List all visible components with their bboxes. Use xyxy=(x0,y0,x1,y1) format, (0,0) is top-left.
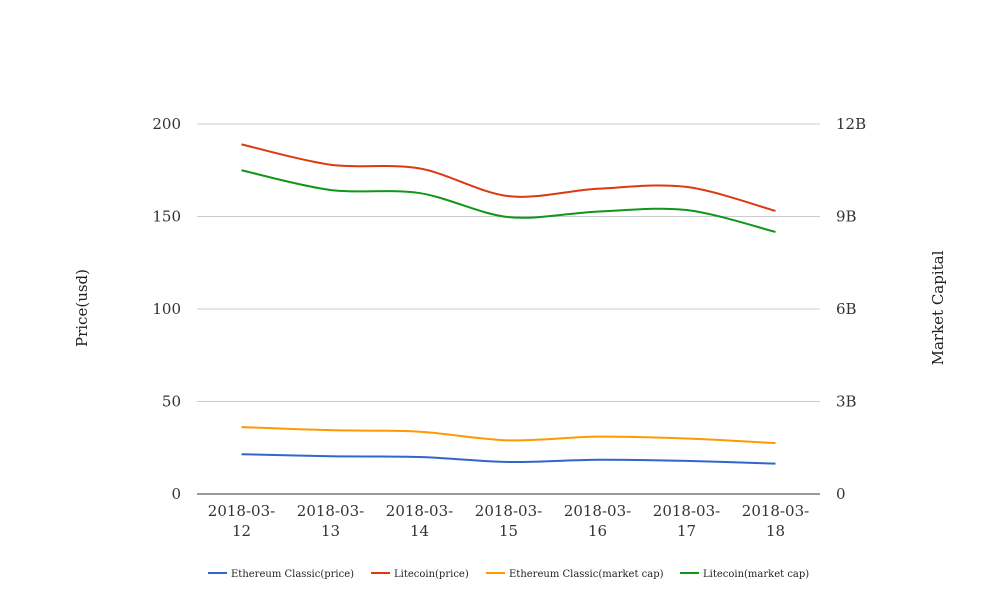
legend-label: Litecoin(market cap) xyxy=(703,569,809,580)
left-y-tick-label: 200 xyxy=(152,115,181,133)
right-y-tick-label: 0 xyxy=(836,485,846,503)
x-tick-label-line: 17 xyxy=(677,522,696,540)
x-tick-label-line: 14 xyxy=(410,522,429,540)
left-y-axis-ticks: 0 50 100 150 200 xyxy=(152,115,181,503)
x-axis-ticks: 2018-03- 12 2018-03- 13 2018-03- 14 2018-03- 15… xyxy=(208,502,809,540)
right-y-tick-label: 12B xyxy=(836,115,866,133)
x-tick-label-line: 2018-03- xyxy=(475,502,542,520)
x-tick-label-line: 2018-03- xyxy=(653,502,720,520)
left-axis-title: Price(usd) xyxy=(73,269,91,347)
right-y-axis-ticks: 0 3B 6B 9B 12B xyxy=(836,115,866,503)
series-lines xyxy=(241,143,776,465)
x-tick-label: 2018-03- 17 xyxy=(653,502,720,540)
left-y-tick-label: 50 xyxy=(162,393,181,411)
legend-label: Ethereum Classic(price) xyxy=(231,569,354,580)
x-tick-label-line: 2018-03- xyxy=(208,502,275,520)
x-tick-label: 2018-03- 13 xyxy=(297,502,364,540)
right-axis-title: Market Capital xyxy=(929,250,947,365)
right-y-tick-label: 6B xyxy=(836,300,857,318)
series-line xyxy=(241,169,776,233)
series-line xyxy=(241,143,776,212)
left-y-tick-label: 150 xyxy=(152,208,181,226)
x-tick-label: 2018-03- 16 xyxy=(564,502,631,540)
x-tick-label: 2018-03- 18 xyxy=(742,502,809,540)
x-tick-label: 2018-03- 12 xyxy=(208,502,275,540)
x-tick-label-line: 12 xyxy=(232,522,251,540)
x-tick-label-line: 2018-03- xyxy=(386,502,453,520)
series-line xyxy=(241,426,776,445)
legend-label: Ethereum Classic(market cap) xyxy=(509,569,664,580)
legend: Ethereum Classic(price) Litecoin(price) Et… xyxy=(208,569,809,580)
x-tick-label-line: 15 xyxy=(499,522,518,540)
left-y-tick-label: 100 xyxy=(152,300,181,318)
series-line xyxy=(241,453,776,465)
x-tick-label: 2018-03- 14 xyxy=(386,502,453,540)
legend-label: Litecoin(price) xyxy=(394,569,469,580)
x-tick-label-line: 18 xyxy=(766,522,785,540)
x-tick-label-line: 2018-03- xyxy=(742,502,809,520)
x-tick-label-line: 16 xyxy=(588,522,607,540)
x-tick-label-line: 2018-03- xyxy=(297,502,364,520)
x-tick-label-line: 13 xyxy=(321,522,340,540)
left-y-tick-label: 0 xyxy=(171,485,181,503)
grid-lines xyxy=(197,123,820,495)
right-y-tick-label: 9B xyxy=(836,208,857,226)
right-y-tick-label: 3B xyxy=(836,393,857,411)
x-tick-label: 2018-03- 15 xyxy=(475,502,542,540)
x-tick-label-line: 2018-03- xyxy=(564,502,631,520)
